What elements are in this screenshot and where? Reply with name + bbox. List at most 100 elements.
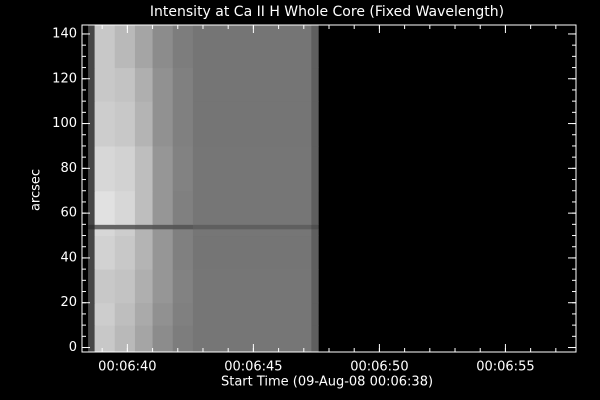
heatmap-cell bbox=[94, 228, 116, 237]
heatmap-cell bbox=[134, 25, 154, 69]
heatmap-cell bbox=[311, 67, 319, 102]
heatmap-cell bbox=[114, 101, 136, 147]
heatmap-cell bbox=[88, 224, 96, 230]
heatmap-cell bbox=[152, 325, 174, 353]
x-tick-label: 00:06:40 bbox=[98, 360, 156, 375]
heatmap-cell bbox=[134, 269, 154, 304]
heatmap-cell bbox=[134, 101, 154, 147]
heatmap-cell bbox=[88, 67, 96, 102]
heatmap-cell bbox=[152, 67, 174, 102]
heatmap-cell bbox=[152, 25, 174, 69]
heatmap-cell bbox=[192, 325, 312, 353]
y-tick-label: 20 bbox=[60, 295, 77, 310]
heatmap-cell bbox=[134, 302, 154, 326]
heatmap-cell bbox=[88, 228, 96, 237]
heatmap-cell bbox=[152, 101, 174, 147]
y-tick-label: 0 bbox=[69, 340, 77, 355]
heatmap-cell bbox=[114, 190, 136, 225]
heatmap-cell bbox=[172, 145, 194, 192]
y-tick-label: 140 bbox=[52, 26, 77, 41]
heatmap-cell bbox=[134, 228, 154, 237]
heatmap-cell bbox=[152, 228, 174, 237]
heatmap-cell bbox=[94, 302, 116, 326]
heatmap-cell bbox=[152, 235, 174, 270]
heatmap-cell bbox=[88, 269, 96, 304]
heatmap-cell bbox=[114, 67, 136, 102]
heatmap-cell bbox=[88, 235, 96, 270]
heatmap-cell bbox=[192, 302, 312, 326]
heatmap-cell bbox=[152, 269, 174, 304]
heatmap-cell bbox=[94, 235, 116, 270]
heatmap-cell bbox=[152, 190, 174, 225]
heatmap-cell bbox=[192, 235, 312, 270]
heatmap-cell bbox=[94, 190, 116, 225]
heatmap-cell bbox=[134, 145, 154, 192]
heatmap-cell bbox=[311, 190, 319, 225]
y-tick-label: 40 bbox=[60, 250, 77, 265]
heatmap-cell bbox=[172, 101, 194, 147]
heatmap-cell bbox=[94, 101, 116, 147]
heatmap-cell bbox=[311, 228, 319, 237]
heatmap-cell bbox=[172, 25, 194, 69]
x-tick-label: 00:06:55 bbox=[476, 360, 534, 375]
heatmap-cell bbox=[172, 269, 194, 304]
heatmap-cell bbox=[192, 228, 312, 237]
heatmap-cell bbox=[172, 224, 194, 230]
heatmap-cell bbox=[192, 25, 312, 69]
heatmap-cell bbox=[134, 325, 154, 353]
heatmap-cell bbox=[114, 235, 136, 270]
heatmap-cell bbox=[311, 302, 319, 326]
heatmap-cell bbox=[134, 235, 154, 270]
heatmap-cell bbox=[114, 25, 136, 69]
heatmap-cell bbox=[172, 67, 194, 102]
heatmap-cell bbox=[88, 190, 96, 225]
heatmap-cell bbox=[172, 325, 194, 353]
y-tick-label: 80 bbox=[60, 161, 77, 176]
y-tick-label: 60 bbox=[60, 206, 77, 221]
heatmap-cell bbox=[88, 25, 96, 69]
chart-title: Intensity at Ca II H Whole Core (Fixed W… bbox=[150, 4, 504, 20]
heatmap-cell bbox=[114, 224, 136, 230]
heatmap-cell bbox=[311, 235, 319, 270]
y-tick-label: 120 bbox=[52, 71, 77, 86]
heatmap-cell bbox=[88, 325, 96, 353]
heatmap-cell bbox=[152, 145, 174, 192]
heatmap-cell bbox=[134, 67, 154, 102]
heatmap-cell bbox=[311, 101, 319, 147]
y-axis-label: arcsec bbox=[29, 169, 44, 211]
heatmap-cell bbox=[88, 302, 96, 326]
heatmap-cell bbox=[114, 269, 136, 304]
x-tick-label: 00:06:50 bbox=[350, 360, 408, 375]
heatmap-cell bbox=[192, 67, 312, 102]
heatmap-cell bbox=[152, 224, 174, 230]
heatmap-cell bbox=[114, 228, 136, 237]
heatmap-cell bbox=[192, 145, 312, 192]
heatmap-cell bbox=[134, 190, 154, 225]
heatmap-cell bbox=[172, 190, 194, 225]
heatmap-cell bbox=[152, 302, 174, 326]
heatmap-cell bbox=[94, 67, 116, 102]
heatmap-cell bbox=[88, 145, 96, 192]
heatmap-cell bbox=[311, 145, 319, 192]
heatmap-cell bbox=[114, 302, 136, 326]
x-axis-label: Start Time (09-Aug-08 00:06:38) bbox=[221, 375, 433, 390]
heatmap-cell bbox=[94, 224, 116, 230]
heatmap-cell bbox=[311, 325, 319, 353]
heatmap-cell bbox=[94, 325, 116, 353]
heatmap-cell bbox=[311, 25, 319, 69]
heatmap-cell bbox=[134, 224, 154, 230]
y-tick-label: 100 bbox=[52, 116, 77, 131]
heatmap-cell bbox=[172, 235, 194, 270]
heatmap-cell bbox=[114, 325, 136, 353]
heatmap-cell bbox=[311, 224, 319, 230]
heatmap-cell bbox=[94, 25, 116, 69]
x-tick-label: 00:06:45 bbox=[224, 360, 282, 375]
heatmap-cell bbox=[88, 101, 96, 147]
heatmap-cell bbox=[114, 145, 136, 192]
heatmap-cell bbox=[192, 269, 312, 304]
heatmap-cell bbox=[192, 224, 312, 230]
heatmap-cell bbox=[172, 302, 194, 326]
heatmap-cell bbox=[192, 101, 312, 147]
